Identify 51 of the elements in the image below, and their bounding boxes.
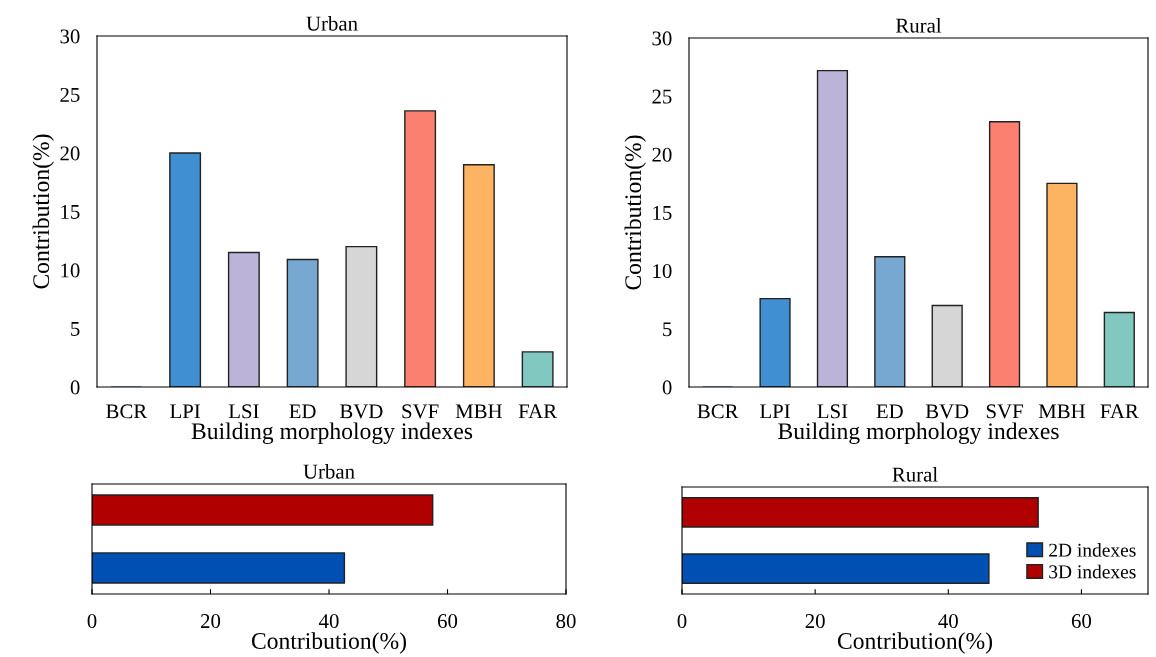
y-tick-label: 15 (61, 204, 80, 219)
x-tick-label: BVD (339, 404, 383, 419)
x-tick-label: SVF (402, 404, 439, 419)
y-tick-label: 30 (652, 31, 672, 46)
y-tick-label: 5 (71, 322, 80, 336)
x-tick-label: ED (876, 404, 903, 419)
x-axis-title: Building morphology indexes (778, 422, 1059, 445)
x-tick-label: 40 (318, 614, 339, 629)
chart-title: Urban (303, 463, 355, 479)
y-tick-label: 20 (652, 147, 672, 162)
x-tick-label: BVD (925, 404, 969, 419)
y-tick-label: 30 (60, 29, 80, 44)
x-axis-title: Contribution(%) (837, 632, 992, 654)
y-tick-label: 25 (652, 89, 672, 104)
y-tick-label: 10 (653, 264, 672, 279)
x-tick-label: 40 (938, 614, 958, 629)
x-tick-label: FAR (1100, 404, 1139, 419)
x-tick-label: 60 (437, 614, 458, 629)
x-tick-label: 60 (1071, 614, 1092, 629)
chart-title: Urban (306, 15, 358, 31)
x-tick-label: BCR (106, 404, 148, 419)
x-tick-label: 20 (201, 614, 221, 629)
x-tick-label: SVF (986, 404, 1023, 419)
legend-label: 3D indexes (1049, 564, 1136, 579)
y-tick-label: 5 (663, 322, 672, 337)
x-tick-label: 0 (87, 614, 97, 629)
chart-title: Rural (892, 466, 938, 482)
x-tick-label: ED (289, 404, 316, 419)
x-tick-label: 20 (805, 614, 825, 629)
chart-title: Rural (895, 17, 942, 33)
x-tick-label: FAR (518, 404, 558, 419)
x-tick-label: 80 (556, 614, 576, 629)
x-tick-label: LSI (228, 404, 259, 419)
x-axis-title: Contribution(%) (251, 632, 406, 654)
x-tick-label: MBH (455, 404, 502, 419)
x-tick-label: BCR (697, 404, 739, 419)
y-tick-label: 10 (61, 263, 80, 278)
y-tick-label: 20 (60, 146, 80, 161)
y-tick-label: 15 (653, 205, 672, 220)
x-tick-label: MBH (1038, 404, 1086, 419)
y-tick-label: 25 (60, 87, 80, 102)
x-tick-label: 0 (677, 614, 687, 629)
y-axis-title: Contribution(%) (32, 134, 54, 289)
x-tick-label: LPI (760, 404, 790, 419)
x-tick-label: LPI (170, 404, 201, 419)
y-tick-label: 0 (70, 380, 80, 395)
legend-label: 2D indexes (1049, 543, 1136, 557)
x-axis-title: Building morphology indexes (191, 422, 473, 445)
y-tick-label: 0 (662, 380, 672, 395)
x-tick-label: LSI (817, 404, 848, 419)
y-axis-title: Contribution(%) (624, 135, 646, 290)
